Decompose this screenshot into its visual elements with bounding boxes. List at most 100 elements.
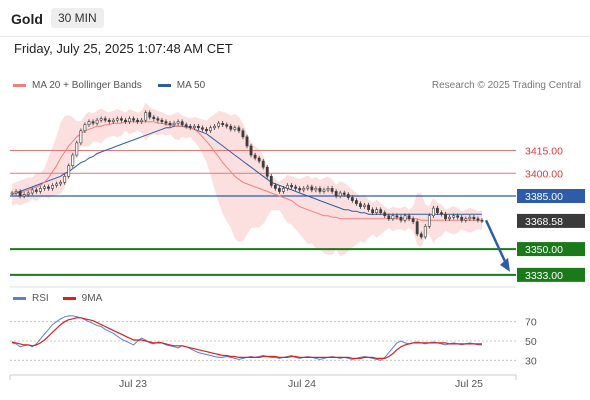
- candle-body: [209, 127, 212, 132]
- candle-body: [464, 218, 468, 221]
- candle-body: [229, 125, 233, 130]
- candle-body: [79, 130, 83, 144]
- candle-body: [26, 192, 30, 195]
- candle-body: [144, 112, 148, 121]
- candle-body: [367, 204, 370, 210]
- level-label-3368.58: 3368.58: [525, 216, 563, 228]
- candle-body: [326, 188, 330, 191]
- candle-body: [196, 125, 200, 129]
- ma20-label: MA 20 + Bollinger Bands: [32, 80, 142, 91]
- forecast-arrow-shaft: [484, 219, 509, 267]
- candle-body: [107, 119, 111, 122]
- level-label-3415.00: 3415.00: [525, 146, 563, 158]
- interval-badge[interactable]: 30 MIN: [51, 8, 104, 28]
- legend-ma50: MA 50: [157, 80, 206, 91]
- candle-body: [71, 154, 75, 166]
- candle-body: [363, 204, 366, 207]
- candle-body: [269, 175, 273, 186]
- candle-body: [148, 112, 152, 118]
- candle-body: [302, 188, 306, 191]
- candle-body: [403, 215, 407, 221]
- candle-body: [468, 216, 472, 220]
- candle-body: [415, 221, 419, 235]
- forecast-arrow-head: [500, 257, 510, 272]
- candle-body: [22, 194, 26, 197]
- x-tick-label-jul-23: Jul 23: [119, 378, 147, 390]
- candle-body: [371, 209, 375, 213]
- level-tag-3385.00: [517, 189, 585, 203]
- candle-body: [241, 130, 245, 138]
- candle-body: [476, 218, 480, 221]
- candle-body: [233, 127, 237, 130]
- x-tick-label-jul-24: Jul 24: [288, 378, 316, 390]
- level-label-3350.00: 3350.00: [525, 244, 563, 256]
- level-tag-3333.00: [517, 267, 585, 282]
- candle-body: [338, 192, 342, 197]
- candle-body: [460, 216, 464, 221]
- candle-body: [407, 215, 411, 220]
- chart-header: Gold 30 MIN: [0, 0, 590, 37]
- candle-body: [103, 118, 107, 121]
- candle-body: [59, 182, 63, 185]
- candle-body: [359, 203, 362, 207]
- candle-body: [83, 124, 87, 132]
- candle-body: [354, 200, 358, 204]
- rsi-level-label-50: 50: [525, 336, 537, 348]
- candle-body: [87, 121, 91, 126]
- candle-body: [452, 215, 456, 218]
- candle-body: [217, 122, 221, 127]
- candle-body: [310, 186, 314, 191]
- candle-body: [111, 119, 115, 122]
- candle-body: [290, 185, 293, 188]
- candle-body: [34, 189, 38, 192]
- candle-body: [383, 212, 387, 217]
- candle-body: [278, 188, 281, 192]
- candle-body: [63, 175, 67, 183]
- bollinger-band: [12, 102, 482, 257]
- candle-body: [237, 127, 241, 132]
- candle-body: [318, 188, 322, 192]
- candle-body: [322, 189, 326, 192]
- candle-body: [330, 188, 334, 192]
- candle-body: [245, 136, 249, 147]
- rsi-level-label-70: 70: [525, 317, 537, 329]
- main-legend: MA 20 + Bollinger Bands MA 50: [13, 80, 221, 91]
- ma50-label: MA 50: [176, 80, 206, 91]
- candle-body: [55, 183, 58, 186]
- candle-body: [180, 121, 184, 126]
- candle-body: [47, 186, 50, 189]
- candle-body: [298, 188, 302, 191]
- candle-body: [172, 122, 176, 126]
- rsi-ma-swatch: [62, 297, 76, 300]
- candle-body: [30, 189, 34, 194]
- candle-body: [273, 185, 277, 189]
- candle-body: [314, 188, 318, 191]
- candle-body: [395, 215, 399, 218]
- candle-body: [436, 207, 439, 213]
- candle-body: [95, 119, 99, 124]
- candle-body: [387, 215, 391, 220]
- candle-body: [184, 124, 188, 127]
- candle-body: [213, 125, 216, 129]
- candle-body: [375, 209, 379, 213]
- candle-body: [431, 207, 435, 217]
- candle-body: [18, 191, 22, 197]
- research-credit: Research © 2025 Trading Central: [431, 80, 581, 91]
- candle-body: [124, 119, 127, 122]
- candle-body: [221, 122, 225, 126]
- candle-body: [192, 125, 196, 129]
- candle-body: [419, 233, 423, 238]
- ma50-line: [11, 125, 482, 215]
- candle-body: [160, 119, 164, 122]
- rsi-line: [11, 315, 482, 361]
- rsi-label: RSI: [32, 293, 49, 304]
- candle-body: [480, 219, 484, 222]
- candle-body: [448, 216, 451, 220]
- candle-body: [201, 127, 204, 130]
- candle-body: [399, 216, 403, 221]
- candle-body: [168, 122, 172, 126]
- level-label-3333.00: 3333.00: [525, 270, 563, 282]
- candle-body: [225, 124, 229, 127]
- candle-body: [136, 119, 140, 122]
